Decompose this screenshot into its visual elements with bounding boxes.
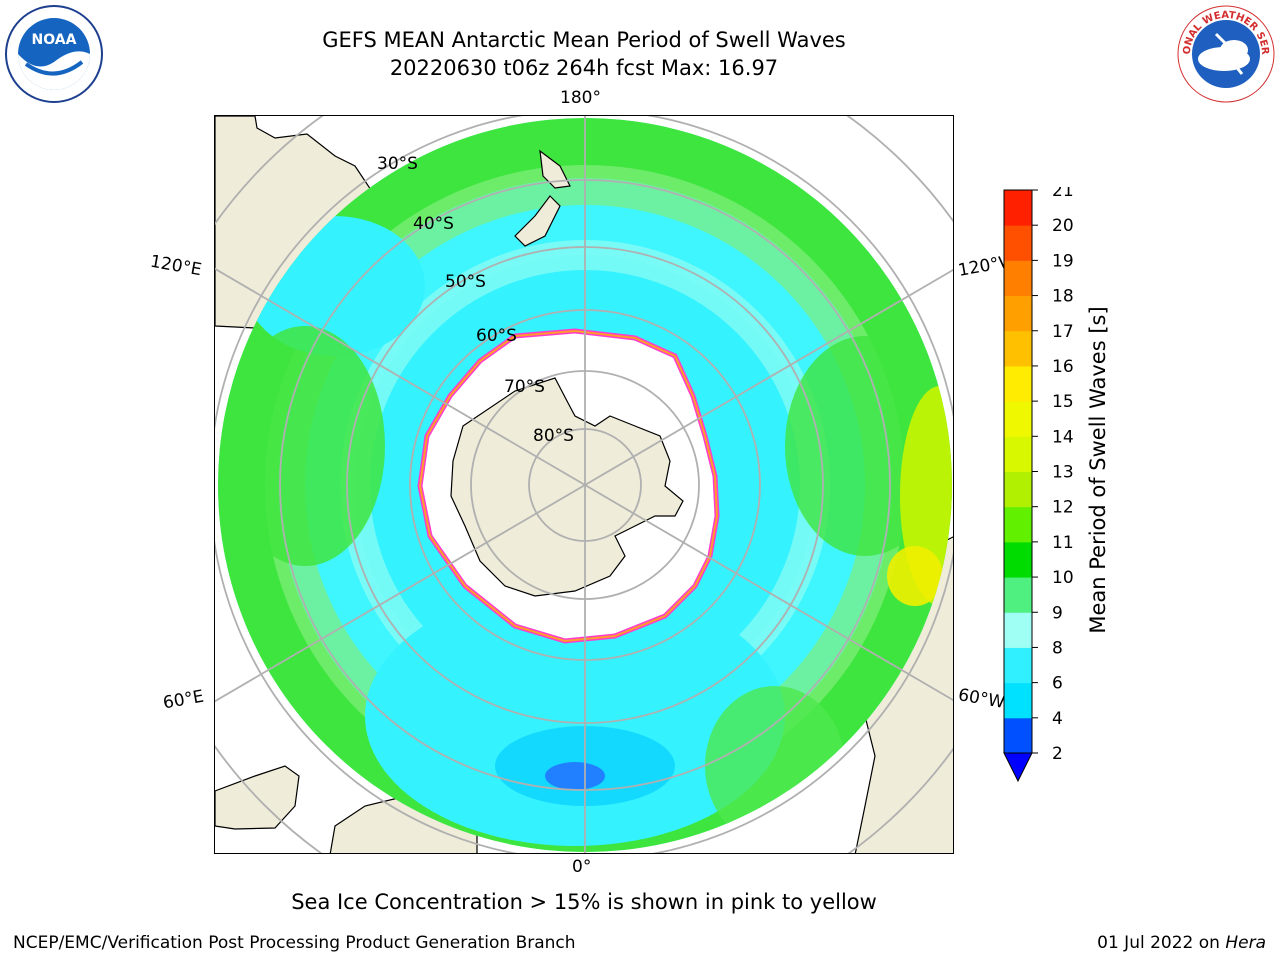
chart-subtitle: 20220630 t06z 264h fcst Max: 16.97 <box>389 56 779 80</box>
colorbar-tick-label: 20 <box>1052 216 1074 236</box>
lon-label-180: 180° <box>560 88 601 108</box>
colorbar-tick-label: 10 <box>1052 568 1074 588</box>
noaa-logo: NOAA <box>5 5 103 103</box>
colorbar-band <box>1004 225 1032 261</box>
colorbar-band <box>1004 471 1032 508</box>
colorbar-tick-label: 19 <box>1052 251 1074 271</box>
colorbar-band <box>1004 682 1032 719</box>
colorbar-tick-label: 13 <box>1052 463 1074 483</box>
run-host: Hera <box>1225 933 1266 953</box>
run-date: 01 Jul 2022 on Hera <box>1097 933 1266 953</box>
colorbar-band <box>1004 295 1032 332</box>
colorbar-band <box>1004 541 1032 578</box>
colorbar-band <box>1004 506 1032 543</box>
colorbar-tick-label: 6 <box>1052 674 1063 694</box>
colorbar: 2 4 6 8 9 10 11 12 13 14 15 16 17 18 19 20 21 <box>1003 187 1074 783</box>
colorbar-band <box>1004 436 1032 472</box>
lat-label-50s: 50°S <box>445 272 486 292</box>
colorbar-band <box>1004 330 1032 367</box>
map-panel: 30°S 40°S 50°S 60°S 70°S 80°S <box>214 115 954 854</box>
lon-label-0: 0° <box>572 857 592 877</box>
lat-label-30s: 30°S <box>377 154 418 174</box>
graticule <box>215 116 953 853</box>
lat-label-80s: 80°S <box>533 426 574 446</box>
lat-label-40s: 40°S <box>413 214 454 234</box>
run-date-text: 01 Jul 2022 on <box>1097 933 1220 953</box>
noaa-logo-text: NOAA <box>32 32 77 48</box>
colorbar-tick-label: 12 <box>1052 498 1074 518</box>
colorbar-band <box>1004 260 1032 297</box>
colorbar-band <box>1004 647 1032 684</box>
colorbar-band <box>1004 717 1032 754</box>
lon-label-60e: 60°E <box>161 686 206 714</box>
colorbar-band <box>1004 365 1032 402</box>
colorbar-band <box>1004 401 1032 437</box>
colorbar-tick-label: 21 <box>1052 187 1074 201</box>
chart-title: GEFS MEAN Antarctic Mean Period of Swell… <box>322 28 846 52</box>
lon-label-60w: 60°W <box>956 685 1007 713</box>
colorbar-tick-label: 11 <box>1052 533 1074 553</box>
sea-ice-note: Sea Ice Concentration > 15% is shown in … <box>291 890 877 914</box>
colorbar-tick-label: 2 <box>1052 744 1063 764</box>
polar-map: 30°S 40°S 50°S 60°S 70°S 80°S <box>215 116 953 853</box>
colorbar-tick-label: 16 <box>1052 357 1074 377</box>
land-antarctica <box>450 377 684 597</box>
colorbar-band <box>1004 612 1032 648</box>
colorbar-tick-label: 18 <box>1052 287 1074 307</box>
colorbar-tick-label: 15 <box>1052 392 1074 412</box>
lat-label-60s: 60°S <box>476 326 517 346</box>
colorbar-band <box>1004 190 1032 226</box>
credit-line: NCEP/EMC/Verification Post Processing Pr… <box>13 933 576 953</box>
nws-logo: NATIONAL WEATHER SERVICE <box>1176 4 1275 103</box>
colorbar-label: Mean Period of Swell Waves [s] <box>1086 306 1110 634</box>
colorbar-tick-label: 8 <box>1052 638 1063 658</box>
colorbar-extend-arrow <box>1003 752 1033 783</box>
colorbar-tick-label: 17 <box>1052 322 1074 342</box>
colorbar-tick-label: 9 <box>1052 603 1063 623</box>
colorbar-tick-label: 4 <box>1052 709 1063 729</box>
land-new-zealand <box>514 149 571 247</box>
lon-label-120e: 120°E <box>148 251 204 281</box>
colorbar-tick-label: 14 <box>1052 427 1074 447</box>
lat-label-70s: 70°S <box>504 377 545 397</box>
colorbar-band <box>1004 577 1032 613</box>
